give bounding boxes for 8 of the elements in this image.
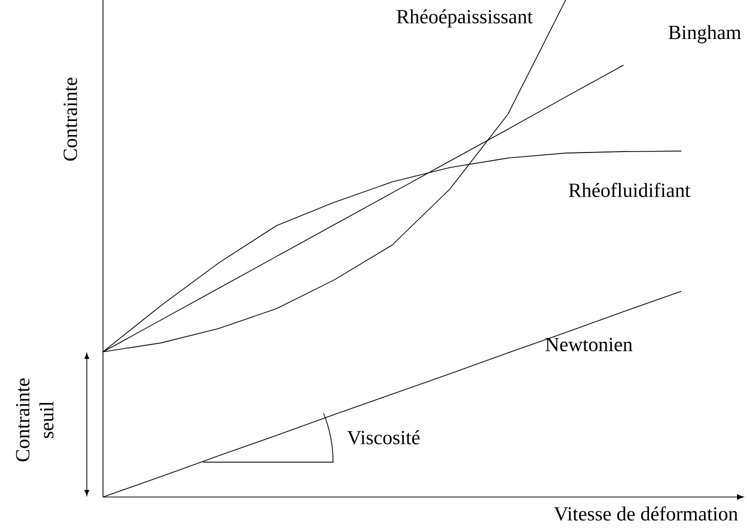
series-label: Newtonien [546, 338, 632, 352]
series-label: Rhéofluidifiant [568, 182, 690, 198]
y-axis-title: Contrainte [64, 78, 78, 161]
series-label: Rhéoépaississant [396, 9, 533, 28]
annotation: Viscosité [347, 430, 420, 444]
x-axis-title: Vitesse de déformation [554, 506, 738, 521]
text: Bingham [668, 25, 742, 44]
text: Contrainte seuil [16, 378, 54, 462]
